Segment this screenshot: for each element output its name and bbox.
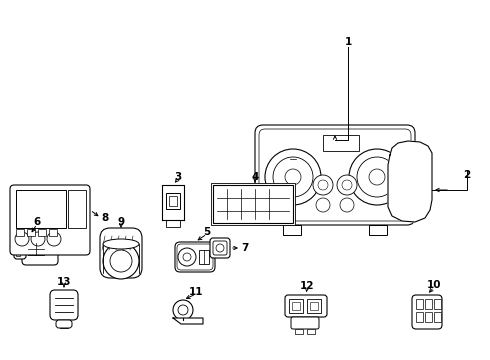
- Bar: [169, 196, 177, 206]
- Bar: [307, 299, 321, 313]
- Text: 10: 10: [427, 280, 441, 290]
- Bar: [425, 312, 432, 322]
- Circle shape: [285, 169, 301, 185]
- Bar: [211, 183, 295, 225]
- FancyBboxPatch shape: [285, 295, 327, 317]
- FancyBboxPatch shape: [177, 244, 213, 270]
- Bar: [16, 229, 24, 236]
- Circle shape: [369, 169, 385, 185]
- Text: 4: 4: [251, 172, 259, 182]
- Circle shape: [173, 300, 193, 320]
- Circle shape: [316, 198, 330, 212]
- Text: 11: 11: [189, 287, 203, 297]
- Text: 8: 8: [101, 213, 109, 223]
- Bar: [369, 225, 387, 235]
- Bar: [56, 240, 62, 248]
- Bar: [68, 190, 86, 228]
- FancyBboxPatch shape: [10, 185, 90, 255]
- Text: 1: 1: [344, 37, 352, 47]
- Circle shape: [31, 232, 45, 246]
- Polygon shape: [173, 318, 203, 324]
- Bar: [425, 299, 432, 309]
- Bar: [434, 299, 441, 309]
- Text: 9: 9: [118, 217, 124, 227]
- Text: 2: 2: [464, 170, 470, 180]
- FancyBboxPatch shape: [175, 242, 215, 272]
- Bar: [49, 229, 57, 236]
- Bar: [199, 250, 209, 264]
- Circle shape: [178, 248, 196, 266]
- FancyBboxPatch shape: [210, 238, 230, 258]
- Text: 7: 7: [241, 243, 249, 253]
- Circle shape: [15, 232, 29, 246]
- Circle shape: [47, 232, 61, 246]
- Circle shape: [273, 157, 313, 197]
- Bar: [27, 229, 35, 236]
- Circle shape: [337, 175, 357, 195]
- Bar: [16, 190, 66, 228]
- Polygon shape: [388, 141, 432, 222]
- FancyBboxPatch shape: [50, 290, 78, 320]
- FancyBboxPatch shape: [259, 129, 411, 221]
- Circle shape: [178, 305, 188, 315]
- Bar: [323, 135, 359, 151]
- Text: 3: 3: [174, 172, 182, 182]
- Ellipse shape: [103, 239, 139, 249]
- Circle shape: [313, 175, 333, 195]
- Circle shape: [110, 250, 132, 272]
- Circle shape: [318, 180, 328, 190]
- Circle shape: [265, 149, 321, 205]
- FancyBboxPatch shape: [14, 241, 26, 259]
- Bar: [289, 299, 303, 313]
- Bar: [416, 299, 423, 309]
- Text: 12: 12: [300, 281, 314, 291]
- Bar: [434, 312, 441, 322]
- Bar: [295, 329, 303, 334]
- Bar: [28, 243, 44, 255]
- Bar: [416, 312, 423, 322]
- FancyBboxPatch shape: [255, 125, 415, 225]
- Circle shape: [340, 198, 354, 212]
- Circle shape: [349, 149, 405, 205]
- FancyBboxPatch shape: [56, 320, 72, 328]
- FancyBboxPatch shape: [100, 228, 142, 278]
- FancyBboxPatch shape: [291, 317, 319, 329]
- Circle shape: [342, 180, 352, 190]
- Bar: [166, 220, 180, 227]
- FancyBboxPatch shape: [213, 241, 227, 255]
- Circle shape: [183, 253, 191, 261]
- Bar: [283, 225, 301, 235]
- Bar: [310, 302, 318, 310]
- Text: 13: 13: [57, 277, 71, 287]
- Text: 5: 5: [203, 227, 211, 237]
- Circle shape: [357, 157, 397, 197]
- Circle shape: [103, 243, 139, 279]
- Circle shape: [216, 244, 224, 252]
- FancyBboxPatch shape: [22, 235, 58, 265]
- Bar: [292, 302, 300, 310]
- Bar: [307, 329, 315, 334]
- FancyBboxPatch shape: [412, 295, 442, 329]
- Text: 6: 6: [33, 217, 41, 227]
- Bar: [16, 244, 20, 249]
- Bar: [166, 193, 180, 209]
- Bar: [38, 229, 46, 236]
- Bar: [16, 251, 20, 256]
- Bar: [213, 185, 293, 223]
